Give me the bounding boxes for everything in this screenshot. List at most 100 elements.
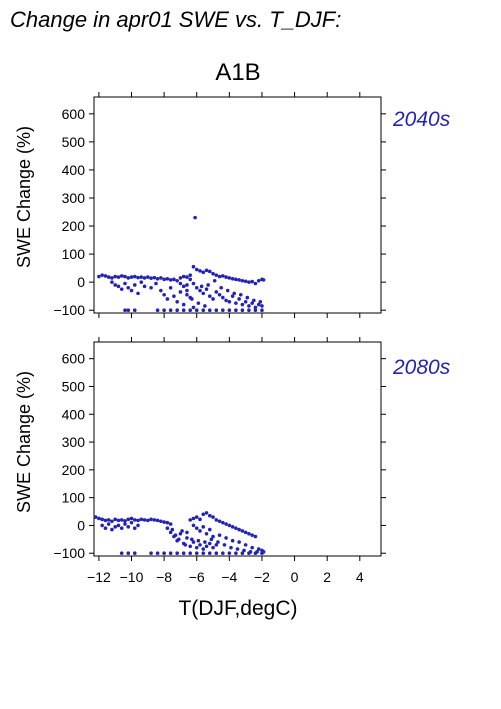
data-point <box>227 299 232 304</box>
data-point <box>181 284 186 289</box>
data-point <box>106 522 111 526</box>
data-point <box>129 516 134 521</box>
period-label: 2080s <box>392 356 451 379</box>
data-point <box>230 276 235 281</box>
data-point <box>180 529 184 533</box>
data-point <box>240 308 245 312</box>
data-point <box>178 531 183 536</box>
data-point <box>243 279 248 284</box>
data-point <box>119 551 124 556</box>
y-tick-label: 100 <box>62 246 86 262</box>
data-point <box>142 276 147 280</box>
data-point <box>132 274 137 279</box>
data-point <box>168 551 173 556</box>
data-point <box>123 519 127 523</box>
data-point <box>221 520 225 525</box>
data-point <box>214 518 219 522</box>
data-point <box>123 522 127 526</box>
data-point <box>103 274 108 278</box>
data-point <box>221 308 225 312</box>
y-tick-label: 0 <box>77 517 85 533</box>
data-point <box>152 518 157 522</box>
data-point <box>185 275 189 279</box>
data-point <box>250 533 254 537</box>
data-point <box>175 278 179 283</box>
data-point <box>110 527 114 532</box>
data-point <box>149 551 153 556</box>
data-point <box>240 529 245 533</box>
data-point <box>194 545 199 550</box>
data-point <box>175 299 179 304</box>
data-point <box>256 278 261 283</box>
data-point <box>175 308 179 312</box>
y-tick-label: 100 <box>62 490 86 506</box>
x-tick-label: 4 <box>356 569 364 585</box>
data-point <box>152 275 157 280</box>
data-point <box>214 308 219 312</box>
data-point <box>165 297 170 301</box>
data-point <box>229 545 233 550</box>
data-point <box>103 518 108 523</box>
data-point <box>110 280 114 284</box>
data-point <box>170 527 175 532</box>
data-point <box>194 515 199 519</box>
data-point <box>196 538 201 543</box>
y-tick-label: 400 <box>62 162 86 178</box>
data-point <box>165 526 170 531</box>
data-point <box>201 512 206 517</box>
data-point <box>162 308 166 312</box>
data-point <box>198 543 202 547</box>
data-point <box>243 543 248 547</box>
data-point <box>217 274 222 279</box>
data-point <box>212 278 217 283</box>
data-point <box>132 526 137 531</box>
y-tick-label: 300 <box>62 190 86 206</box>
y-tick-label: 200 <box>62 218 86 234</box>
data-point <box>181 302 186 307</box>
data-point <box>198 529 202 533</box>
data-point <box>113 525 117 529</box>
data-point <box>106 518 111 522</box>
data-point <box>211 515 215 519</box>
data-point <box>126 551 131 556</box>
x-tick-label: 0 <box>291 569 299 585</box>
period-label: 2040s <box>392 108 451 131</box>
data-point <box>142 518 147 522</box>
data-point <box>234 308 238 312</box>
data-point <box>238 292 243 297</box>
data-point <box>247 531 251 536</box>
data-point <box>206 283 210 287</box>
x-axis-label: T(DJF,degC) <box>178 597 297 620</box>
data-point <box>132 283 137 287</box>
data-point <box>221 274 225 278</box>
data-point <box>224 275 228 279</box>
data-point <box>132 551 137 556</box>
y-tick-label: 500 <box>62 134 86 150</box>
data-point <box>217 519 222 524</box>
data-point <box>119 287 124 291</box>
data-point <box>168 308 173 312</box>
data-point <box>129 275 134 279</box>
data-point <box>176 537 181 542</box>
data-point <box>188 518 193 522</box>
data-point <box>100 273 104 277</box>
data-point <box>211 297 215 301</box>
data-point <box>207 269 212 274</box>
data-point <box>217 533 222 537</box>
data-point <box>155 276 160 281</box>
data-point <box>188 277 193 282</box>
data-point <box>207 551 212 556</box>
data-point <box>162 520 166 524</box>
data-point <box>149 276 153 281</box>
data-point <box>110 276 114 280</box>
data-point <box>216 540 220 544</box>
data-point <box>155 308 160 312</box>
data-point <box>162 292 166 297</box>
axis-ticks: −100 0 100 200 300 400 500 600 <box>53 337 386 561</box>
data-point <box>240 278 245 283</box>
data-point <box>204 511 209 515</box>
data-point <box>209 537 214 542</box>
x-tick-label: −12 <box>87 569 111 585</box>
data-point <box>132 308 137 312</box>
data-point <box>142 284 147 289</box>
